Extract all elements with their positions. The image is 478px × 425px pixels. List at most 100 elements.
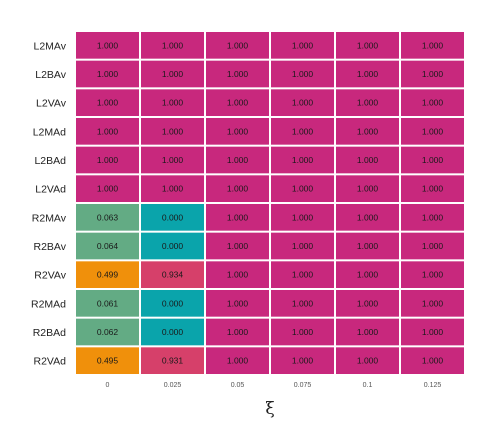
cell-value-label: 1.000 [422,98,444,108]
heatmap-cell [336,204,399,231]
cell-value-label: 1.000 [422,298,444,308]
cell-value-label: 1.000 [422,155,444,165]
heatmap-cell [76,146,139,174]
row-label: L2VAd [35,184,66,196]
cell-value-label: 1.000 [227,184,249,194]
column-tick-label: 0.05 [231,382,245,389]
heatmap-cell [206,89,269,116]
heatmap-cell [76,347,139,374]
cell-value-label: 0.000 [162,298,184,308]
row-label: R2VAv [34,270,66,282]
cell-value-label: 1.000 [422,40,444,50]
column-labels: 0 0.025 0.05 0.075 0.1 0.125 [106,382,442,389]
heatmap-cell [401,89,464,116]
heatmap-cell [336,32,399,59]
heatmap-cell [141,347,204,374]
cell-value-label: 1.000 [227,241,249,251]
heatmap-cell [141,261,204,288]
cell-value-label: 0.063 [97,212,119,222]
heatmap-cells: 1.000 1.000 1.000 1.000 1.000 1.000 1.000 1.000… [76,32,464,374]
heatmap-cell [141,290,204,317]
heatmap-cell [76,290,139,317]
cell-value-label: 1.000 [357,327,379,337]
cell-value-label: 1.000 [292,270,314,280]
heatmap-cell [336,261,399,288]
heatmap-cell [271,175,334,202]
x-axis-title: ξ [265,399,274,419]
cell-value-label: 1.000 [162,40,184,50]
cell-value-label: 1.000 [422,241,444,251]
cell-value-label: 1.000 [162,98,184,108]
cell-value-label: 1.000 [357,69,379,79]
cell-value-label: 1.000 [357,356,379,366]
heatmap-cell [336,347,399,374]
cell-value-label: 1.000 [422,327,444,337]
heatmap-cell [206,204,269,231]
cell-value-label: 1.000 [227,98,249,108]
heatmap-cell [206,175,269,202]
heatmap-cell [76,204,139,231]
heatmap-cell [141,89,204,116]
cell-value-label: 0.000 [162,327,184,337]
column-tick-label: 0 [106,382,110,389]
heatmap-cell [401,290,464,317]
heatmap-cell [141,204,204,231]
cell-value-label: 1.000 [97,40,119,50]
cell-value-label: 0.064 [97,241,119,251]
heatmap-cell [271,204,334,231]
cell-value-label: 1.000 [357,298,379,308]
heatmap-cell [141,175,204,202]
cell-value-label: 1.000 [97,155,119,165]
heatmap-cell [141,232,204,260]
heatmap-cell [401,261,464,288]
cell-value-label: 1.000 [422,212,444,222]
row-label: R2MAv [32,212,67,224]
cell-value-label: 1.000 [162,69,184,79]
heatmap-cell [206,232,269,260]
cell-value-label: 1.000 [162,184,184,194]
cell-value-label: 1.000 [97,184,119,194]
heatmap-cell [336,89,399,116]
heatmap-cell [206,290,269,317]
row-label: L2VAv [36,98,67,110]
heatmap-cell [76,232,139,260]
cell-value-label: 1.000 [422,184,444,194]
column-tick-label: 0.1 [363,382,373,389]
heatmap-cell [206,118,269,145]
column-tick-label: 0.125 [424,382,442,389]
cell-value-label: 1.000 [357,270,379,280]
heatmap-cell [401,318,464,346]
cell-value-label: 1.000 [357,184,379,194]
row-label: L2BAd [34,155,66,167]
cell-value-label: 1.000 [227,155,249,165]
cell-value-label: 1.000 [227,40,249,50]
heatmap-cell [401,175,464,202]
cell-value-label: 1.000 [292,298,314,308]
cell-value-label: 1.000 [357,98,379,108]
heatmap-cell [401,60,464,88]
heatmap-cell [401,146,464,174]
cell-value-label: 0.000 [162,212,184,222]
heatmap-cell [206,261,269,288]
heatmap-cell [271,146,334,174]
heatmap-cell [271,318,334,346]
row-label: L2MAv [34,40,67,52]
cell-value-label: 0.061 [97,298,119,308]
heatmap-cell [76,175,139,202]
heatmap-cell [76,318,139,346]
heatmap-cell [401,232,464,260]
cell-value-label: 1.000 [97,69,119,79]
cell-value-label: 1.000 [227,212,249,222]
heatmap-cell [141,60,204,88]
cell-value-label: 1.000 [292,155,314,165]
heatmap-cell [336,232,399,260]
heatmap-cell [271,290,334,317]
cell-value-label: 1.000 [227,270,249,280]
cell-value-label: 0.000 [162,241,184,251]
cell-value-label: 0.931 [162,356,184,366]
heatmap-cell [336,146,399,174]
row-label: R2BAv [34,241,67,253]
cell-value-label: 1.000 [227,298,249,308]
column-tick-label: 0.025 [164,382,182,389]
